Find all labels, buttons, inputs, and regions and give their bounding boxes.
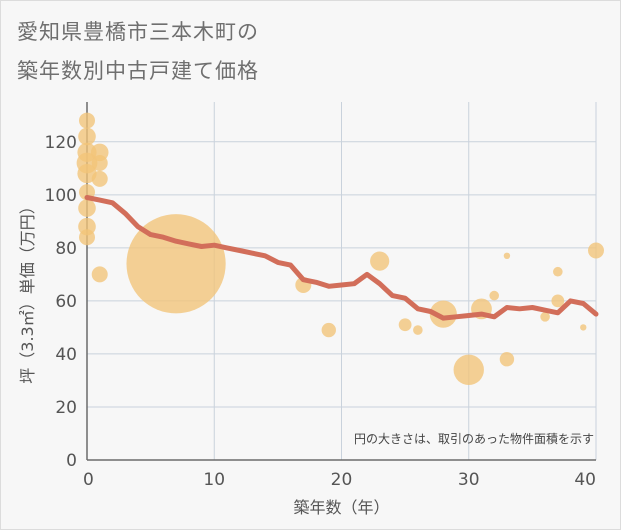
y-tick-label: 20 (55, 398, 77, 418)
x-tick-label: 20 (331, 470, 353, 490)
bubble-point (499, 352, 515, 367)
tick-labels: 0 20 40 60 80 100 120 0 10 20 30 40 (45, 133, 596, 490)
trend-line (84, 195, 599, 321)
bubble-point (91, 266, 108, 283)
bubble-point (79, 112, 95, 129)
y-tick-label: 0 (66, 451, 77, 471)
chart-title-line1: 愛知県豊橋市三本木町の (17, 20, 259, 44)
bubble-point (91, 170, 108, 187)
bubble-point (79, 229, 95, 246)
bubble-point (551, 294, 565, 308)
y-tick-label: 40 (55, 345, 77, 365)
bubble-point (398, 318, 412, 332)
x-tick-label: 40 (574, 470, 596, 490)
bubble-point (588, 242, 604, 259)
bubble-point (370, 251, 390, 271)
x-tick-label: 10 (203, 470, 225, 490)
bubble-point (453, 354, 484, 386)
x-axis-label: 築年数（年） (293, 498, 389, 517)
bubble-point (503, 252, 511, 260)
size-note: 円の大きさは、取引のあった物件面積を示す (354, 431, 594, 446)
bubble-point (413, 325, 423, 335)
bubble-point (78, 199, 96, 217)
y-axis-label: 坪（3.3㎡）単価（万円） (18, 198, 37, 383)
bubble-point (429, 300, 457, 328)
bubble-point (489, 290, 500, 301)
y-tick-label: 60 (55, 292, 77, 312)
chart-title-line2: 築年数別中古戸建て価格 (17, 59, 259, 83)
y-tick-label: 100 (45, 186, 77, 206)
y-tick-label: 80 (55, 239, 77, 259)
y-tick-label: 120 (45, 133, 77, 153)
bubble-point (91, 154, 108, 171)
bubble-point (553, 266, 563, 277)
bubble-point (78, 127, 96, 146)
x-tick-label: 30 (458, 470, 480, 490)
bubble-point (321, 322, 336, 338)
bubbles (76, 112, 604, 386)
bubble-point (126, 214, 226, 314)
x-tick-label: 0 (83, 470, 94, 490)
bubble-point (540, 312, 550, 322)
bubble-point (580, 324, 587, 331)
